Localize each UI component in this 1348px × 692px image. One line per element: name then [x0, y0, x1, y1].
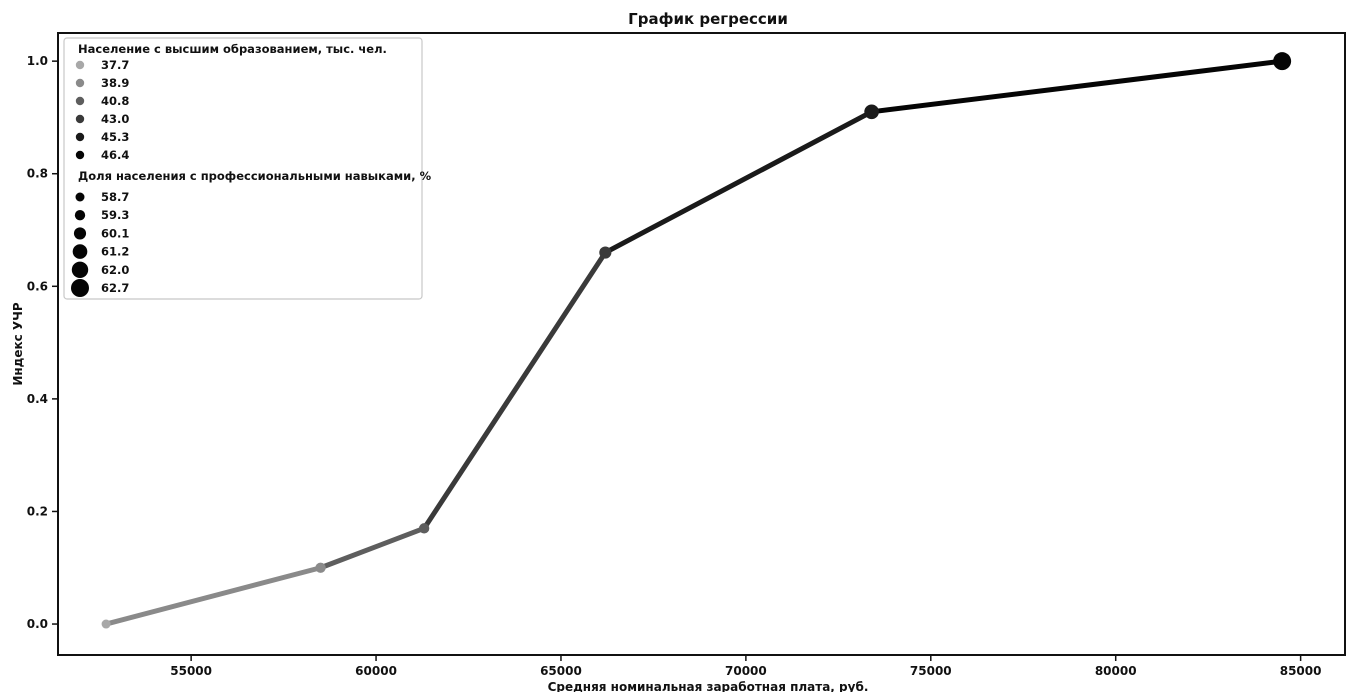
legend-hue-marker	[75, 132, 85, 142]
legend-size-label: 58.7	[101, 190, 129, 204]
legend-box	[63, 37, 423, 300]
legend-size-label: 60.1	[101, 226, 129, 240]
x-axis-label: Средняя номинальная заработная плата, ру…	[548, 680, 869, 692]
y-tick-label: 1.0	[27, 54, 48, 68]
data-series	[101, 52, 1292, 629]
x-tick-label: 65000	[540, 664, 582, 678]
x-axis: 55000 60000 65000 70000 75000 80000 85000	[170, 655, 1321, 678]
legend-size-label: 61.2	[101, 245, 129, 259]
y-tick-label: 0.8	[27, 167, 48, 181]
chart-title: График регрессии	[628, 10, 788, 28]
legend-hue-label: 40.8	[101, 94, 129, 108]
legend-size-label: 62.7	[101, 281, 129, 295]
legend-size-label: 59.3	[101, 208, 129, 222]
y-tick-label: 0.2	[27, 504, 48, 518]
legend-size-marker	[71, 261, 89, 279]
y-tick-label: 0.4	[27, 392, 48, 406]
legend-hue-label: 45.3	[101, 130, 129, 144]
legend-hue-label: 37.7	[101, 58, 129, 72]
series-segment	[421, 250, 608, 531]
data-point	[101, 619, 111, 629]
series-segment	[318, 525, 427, 571]
x-tick-label: 85000	[1280, 664, 1322, 678]
y-axis: 0.0 0.2 0.4 0.6 0.8 1.0	[27, 54, 58, 631]
legend-size-marker	[72, 244, 88, 259]
x-tick-label: 55000	[170, 664, 212, 678]
legend-hue-label: 43.0	[101, 112, 129, 126]
y-tick-label: 0.0	[27, 617, 48, 631]
legend-hue-label: 38.9	[101, 76, 129, 90]
data-point	[864, 104, 879, 120]
series-segment	[869, 58, 1285, 115]
legend-size-label: 62.0	[101, 263, 129, 277]
data-point	[1273, 52, 1292, 71]
legend-size-marker	[75, 192, 85, 202]
legend-hue-title: Население с высшим образованием, тыс. че…	[78, 42, 387, 56]
legend-hue-marker	[75, 150, 85, 160]
y-tick-label: 0.6	[27, 279, 48, 293]
data-point	[315, 562, 326, 573]
x-tick-label: 70000	[725, 664, 767, 678]
legend-hue-marker	[75, 78, 85, 88]
legend-hue-marker	[75, 96, 85, 106]
legend-size-marker	[71, 279, 89, 297]
legend-size-marker	[73, 227, 87, 240]
legend-size-marker	[74, 210, 86, 221]
series-segment	[602, 109, 875, 256]
legend-size-title: Доля населения с профессиональными навык…	[78, 169, 432, 183]
legend: Население с высшим образованием, тыс. че…	[63, 37, 432, 300]
y-axis-label: Индекс УЧР	[11, 302, 25, 386]
data-point	[599, 246, 612, 259]
legend-hue-marker	[75, 114, 85, 124]
series-segment	[103, 565, 324, 627]
data-point	[418, 523, 430, 534]
x-tick-label: 75000	[910, 664, 952, 678]
legend-hue-label: 46.4	[101, 148, 129, 162]
legend-hue-marker	[75, 60, 85, 70]
x-tick-label: 60000	[355, 664, 397, 678]
x-tick-label: 80000	[1095, 664, 1137, 678]
